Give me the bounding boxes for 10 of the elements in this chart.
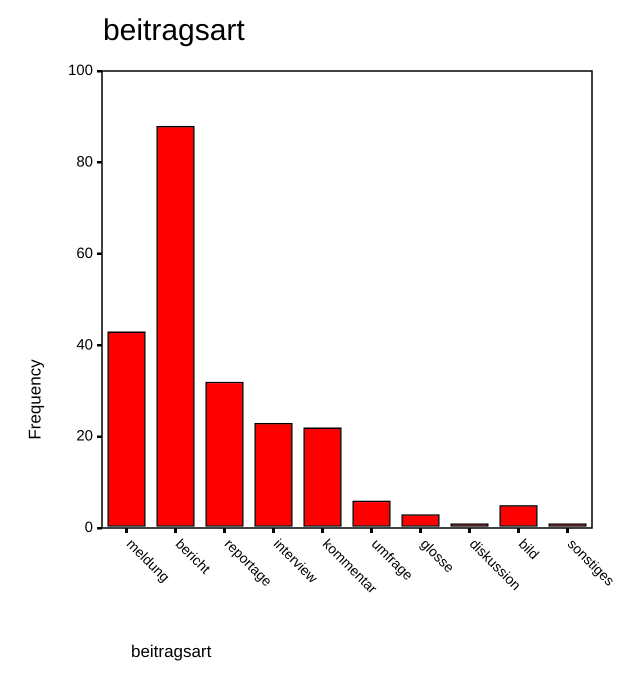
y-tick-label: 20	[76, 428, 93, 445]
x-axis-title: beitragsart	[131, 642, 212, 661]
chart-title: beitragsart	[103, 14, 246, 47]
y-tick-label: 60	[76, 244, 93, 262]
y-axis-title: Frequency	[26, 358, 45, 440]
y-tick-label: 80	[76, 154, 93, 171]
x-tick-label: bild	[516, 536, 542, 562]
y-tick-label: 100	[68, 62, 93, 80]
y-tick-label: 0	[84, 519, 93, 536]
y-tick-label: 40	[76, 336, 93, 354]
